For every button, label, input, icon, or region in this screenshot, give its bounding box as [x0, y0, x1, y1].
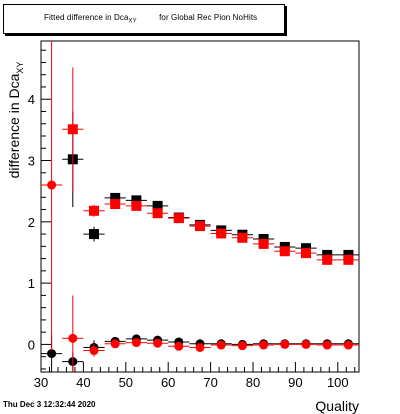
data-point-circle: [131, 338, 141, 348]
date-label: Thu Dec 3 12:32:44 2020: [3, 400, 96, 409]
data-point-circle: [89, 346, 99, 356]
x-tick-label: 50: [119, 375, 133, 390]
plot-frame: [40, 40, 360, 373]
data-point-circle: [68, 333, 78, 343]
data-point-square: [89, 205, 99, 216]
y-tick-label: 3: [28, 154, 35, 169]
data-point-circle: [174, 341, 184, 351]
data-point-square: [279, 246, 290, 257]
chart-title-box: Fitted difference in DcaXY for Global Re…: [3, 4, 285, 34]
data-point-circle: [153, 338, 163, 348]
x-tick-label: 40: [76, 375, 90, 390]
x-tick-label: 60: [161, 375, 175, 390]
data-point-square: [301, 248, 311, 259]
data-point-circle: [110, 339, 120, 349]
chart-title-suffix: for Global Rec Pion NoHits: [156, 13, 258, 23]
data-point-square: [343, 254, 354, 265]
y-axis-label: difference in DcaXY: [6, 62, 25, 179]
x-tick-label: 70: [203, 375, 217, 390]
data-point-square: [322, 254, 333, 265]
data-point-circle: [280, 339, 290, 349]
data-point-square: [195, 221, 205, 232]
data-point-circle: [259, 340, 269, 350]
data-point-circle: [195, 342, 205, 352]
data-point-circle: [343, 340, 353, 350]
y-tick-label: 2: [28, 215, 35, 230]
x-tick-label: 90: [288, 375, 302, 390]
chart-title: Fitted difference in DcaXY for Global Re…: [4, 13, 257, 25]
data-point-square: [152, 208, 163, 219]
data-point-square: [152, 200, 163, 211]
data-point-circle: [216, 340, 226, 350]
x-tick-label: 80: [246, 375, 260, 390]
chart-title-prefix: Fitted difference in Dca: [44, 13, 129, 23]
chart-title-subscript: XY: [128, 18, 137, 25]
data-point-square: [110, 199, 121, 210]
y-tick-label: 4: [28, 92, 35, 107]
y-tick-label: 1: [28, 276, 35, 291]
x-axis-label: Quality: [315, 398, 359, 414]
data-point-circle: [47, 180, 57, 190]
data-point-circle: [322, 340, 332, 350]
data-point-circle: [237, 341, 247, 351]
data-point-square: [258, 238, 269, 249]
data-point-circle: [301, 339, 311, 349]
data-point-square: [89, 229, 99, 240]
data-point-square: [110, 192, 121, 203]
y-tick-label: 0: [28, 337, 35, 352]
data-point-square: [67, 124, 78, 135]
data-point-square: [216, 228, 227, 239]
data-point-square: [173, 213, 184, 224]
data-point-square: [237, 232, 248, 243]
x-tick-label: 100: [327, 375, 349, 390]
x-tick-label: 30: [34, 375, 48, 390]
data-point-circle: [47, 349, 57, 359]
data-point-square: [131, 200, 142, 211]
data-point-square: [131, 195, 142, 206]
